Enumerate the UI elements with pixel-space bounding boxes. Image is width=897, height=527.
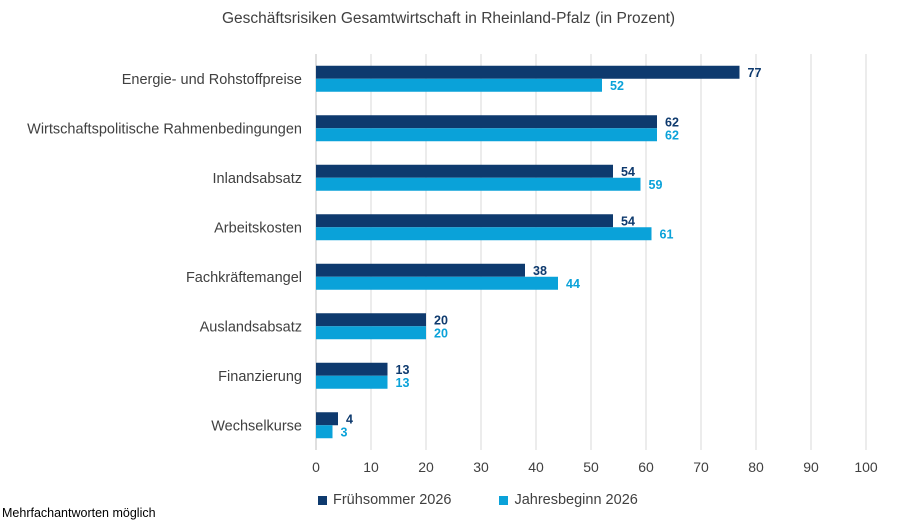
legend-label-fruehsommer: Frühsommer 2026 xyxy=(333,492,452,508)
category-label: Wechselkurse xyxy=(211,418,302,434)
data-label: 3 xyxy=(341,425,348,439)
data-label: 62 xyxy=(665,115,679,129)
bar xyxy=(316,412,338,426)
data-label: 20 xyxy=(434,313,448,327)
category-label: Fachkräftemangel xyxy=(186,270,302,286)
data-label: 13 xyxy=(396,376,410,390)
data-label: 13 xyxy=(396,363,410,377)
bar xyxy=(316,425,333,439)
legend-item-jahresbeginn: Jahresbeginn 2026 xyxy=(499,492,638,508)
bar xyxy=(316,313,426,327)
data-label: 38 xyxy=(533,264,547,278)
bar xyxy=(316,263,525,277)
x-tick-label: 90 xyxy=(803,459,819,475)
category-label: Inlandsabsatz xyxy=(213,171,302,187)
chart-title: Geschäftsrisiken Gesamtwirtschaft in Rhe… xyxy=(221,10,676,27)
category-label: Energie- und Rohstoffpreise xyxy=(122,72,302,88)
bar xyxy=(316,78,602,92)
x-tick-label: 0 xyxy=(312,459,320,475)
bar xyxy=(316,177,641,191)
bar xyxy=(316,214,613,228)
data-label: 59 xyxy=(649,178,663,192)
footnote: Mehrfachantworten möglich xyxy=(2,506,156,520)
bar xyxy=(316,276,558,290)
category-label: Wirtschaftspolitische Rahmenbedingungen xyxy=(27,121,302,137)
legend: Frühsommer 2026 Jahresbeginn 2026 xyxy=(318,492,638,508)
bar xyxy=(316,128,657,142)
legend-label-jahresbeginn: Jahresbeginn 2026 xyxy=(514,492,638,508)
data-label: 54 xyxy=(621,214,635,228)
data-label: 4 xyxy=(346,412,353,426)
data-label: 44 xyxy=(566,277,580,291)
category-label: Arbeitskosten xyxy=(214,220,302,236)
data-label: 54 xyxy=(621,165,635,179)
data-label: 61 xyxy=(660,227,674,241)
category-label: Finanzierung xyxy=(218,369,302,385)
x-tick-label: 20 xyxy=(418,459,434,475)
x-tick-label: 30 xyxy=(473,459,489,475)
bar xyxy=(316,65,740,79)
x-tick-label: 60 xyxy=(638,459,654,475)
bar xyxy=(316,227,652,241)
x-tick-label: 10 xyxy=(363,459,379,475)
bar xyxy=(316,115,657,129)
bar xyxy=(316,326,426,340)
bar xyxy=(316,375,388,389)
x-tick-label: 70 xyxy=(693,459,709,475)
legend-swatch-fruehsommer xyxy=(318,495,327,505)
data-label: 52 xyxy=(610,79,624,93)
bar xyxy=(316,164,613,178)
x-tick-label: 50 xyxy=(583,459,599,475)
x-tick-label: 100 xyxy=(854,459,878,475)
legend-item-fruehsommer: Frühsommer 2026 xyxy=(318,492,451,508)
data-label: 20 xyxy=(434,326,448,340)
x-tick-label: 80 xyxy=(748,459,764,475)
data-label: 77 xyxy=(748,66,762,80)
data-label: 62 xyxy=(665,128,679,142)
legend-swatch-jahresbeginn xyxy=(499,495,509,505)
category-label: Auslandsabsatz xyxy=(200,319,302,335)
bar xyxy=(316,362,388,376)
x-tick-label: 40 xyxy=(528,459,544,475)
